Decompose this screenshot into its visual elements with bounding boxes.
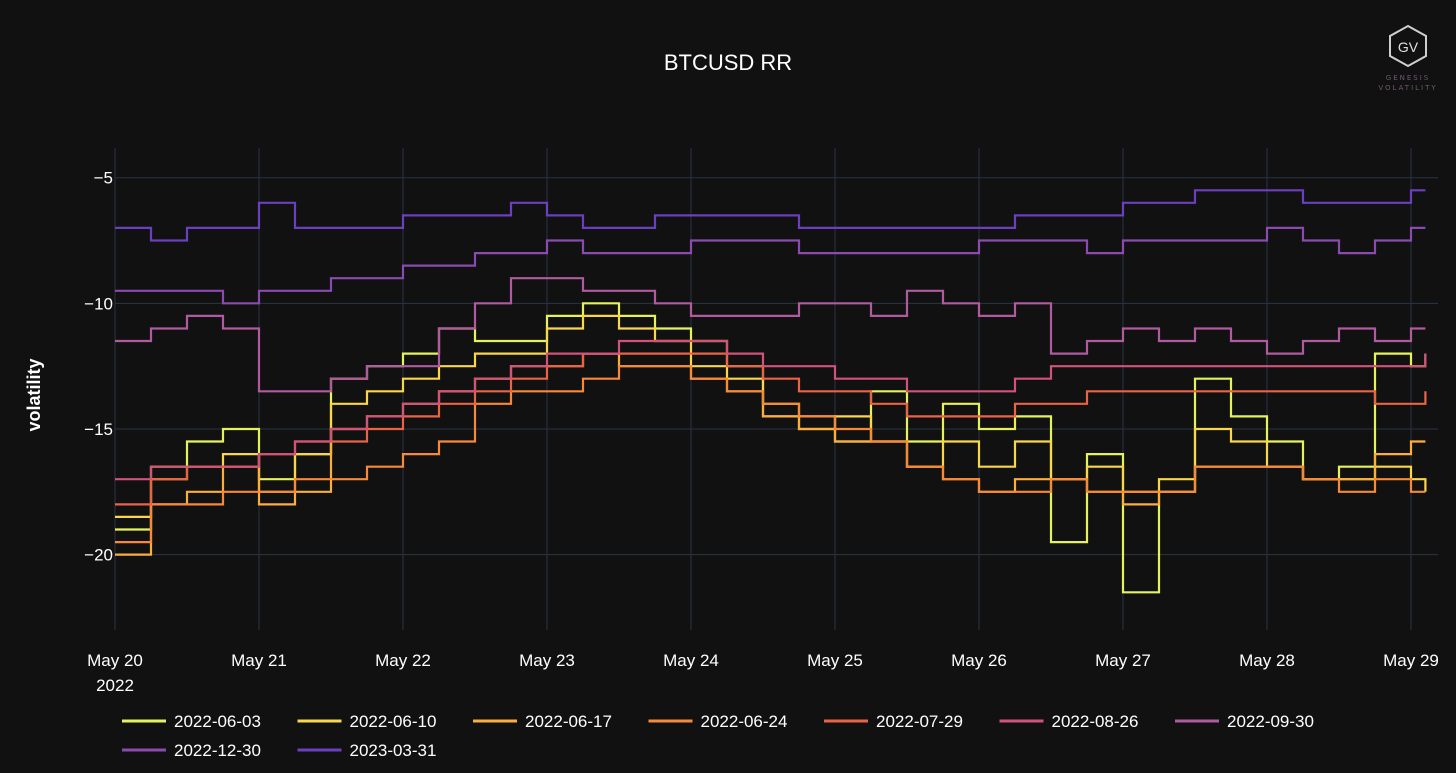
legend-item-2022-06-24[interactable]: 2022-06-24 — [648, 712, 788, 731]
x-tick-label: May 29 — [1383, 651, 1439, 670]
legend-item-2023-03-31[interactable]: 2023-03-31 — [297, 741, 437, 760]
legend-item-2022-12-30[interactable]: 2022-12-30 — [122, 741, 261, 760]
series-line-2022-09-30 — [115, 277, 1426, 393]
x-tick-label: May 27 — [1095, 651, 1151, 670]
legend-label: 2022-06-03 — [174, 712, 261, 731]
x-tick-label: May 28 — [1239, 651, 1295, 670]
legend-item-2022-06-10[interactable]: 2022-06-10 — [297, 712, 437, 731]
x-tick-label: May 22 — [375, 651, 431, 670]
y-axis-title: volatility — [24, 358, 44, 431]
chart-legend[interactable]: 2022-06-03 2022-06-10 2022-06-17 2022-06-24… — [122, 712, 1314, 760]
series-line-2022-12-30 — [115, 226, 1426, 305]
y-tick-label: −10 — [84, 294, 113, 313]
legend-item-2022-07-29[interactable]: 2022-07-29 — [824, 712, 963, 731]
x-axis-tick-labels: May 20 May 21 May 22 May 23 May 24 May 25 May … — [87, 651, 1439, 695]
legend-label: 2023-03-31 — [350, 741, 437, 760]
hexagon-logo-icon: GV GENESIS VOLATILITY — [1378, 24, 1437, 92]
y-axis-tick-labels: −5 −10 −15 −20 — [84, 169, 113, 565]
logo-caption-genesis: GENESIS — [1386, 74, 1430, 82]
legend-label: 2022-06-17 — [525, 712, 612, 731]
legend-label: 2022-06-10 — [350, 712, 437, 731]
x-tick-label: May 26 — [951, 651, 1007, 670]
y-tick-label: −15 — [84, 420, 113, 439]
chart-title: BTCUSD RR — [664, 50, 792, 75]
legend-item-2022-06-17[interactable]: 2022-06-17 — [473, 712, 612, 731]
legend-label: 2022-12-30 — [174, 741, 261, 760]
legend-label: 2022-09-30 — [1227, 712, 1314, 731]
y-tick-label: −5 — [94, 169, 113, 188]
x-tick-label: May 24 — [663, 651, 719, 670]
legend-item-2022-09-30[interactable]: 2022-09-30 — [1175, 712, 1314, 731]
chart-series-group — [115, 189, 1427, 594]
legend-label: 2022-07-29 — [876, 712, 963, 731]
logo-text: GV — [1398, 39, 1419, 55]
x-year-label: 2022 — [96, 676, 134, 695]
logo-caption-volatility: VOLATILITY — [1378, 84, 1437, 92]
x-tick-label: May 23 — [519, 651, 575, 670]
legend-item-2022-08-26[interactable]: 2022-08-26 — [999, 712, 1139, 731]
x-tick-label: May 25 — [807, 651, 863, 670]
series-line-2022-08-26 — [115, 339, 1427, 481]
series-line-2023-03-31 — [115, 189, 1426, 242]
x-tick-label: May 21 — [231, 651, 287, 670]
y-tick-label: −20 — [84, 546, 113, 565]
x-tick-label: May 20 — [87, 651, 143, 670]
series-line-2022-06-24 — [115, 365, 1426, 544]
legend-label: 2022-08-26 — [1052, 712, 1139, 731]
legend-label: 2022-06-24 — [701, 712, 788, 731]
legend-item-2022-06-03[interactable]: 2022-06-03 — [122, 712, 261, 731]
